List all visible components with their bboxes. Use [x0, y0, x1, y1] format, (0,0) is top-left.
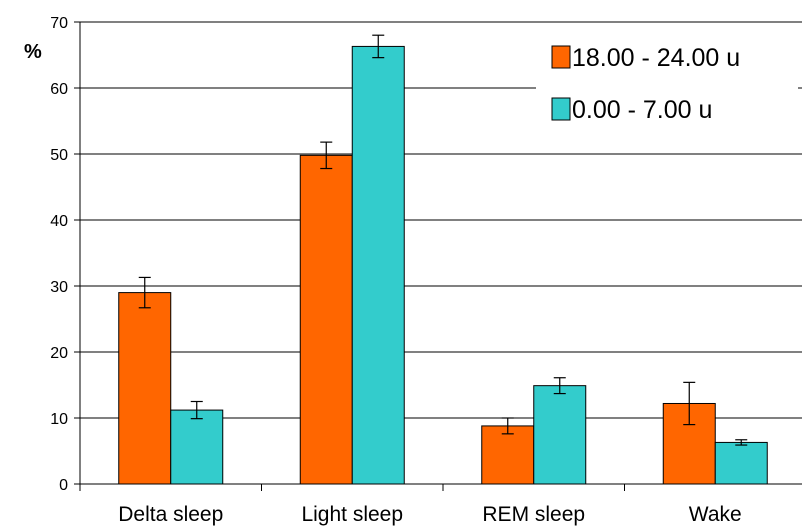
y-tick-label: 50 — [50, 147, 68, 164]
bars — [118, 45, 768, 485]
y-tick-labels: 0 10 20 30 40 50 60 70 — [50, 15, 68, 494]
y-axis-label: % — [24, 41, 42, 63]
bar — [533, 385, 587, 485]
y-tick-label: 20 — [50, 345, 68, 362]
legend-swatch — [551, 97, 571, 121]
error-bars — [138, 34, 748, 446]
bar — [170, 409, 224, 485]
legend-box — [536, 34, 798, 142]
y-tick-label: 30 — [50, 279, 68, 296]
bar — [714, 441, 768, 485]
x-category-label: REM sleep — [482, 503, 585, 526]
y-tick-label: 60 — [50, 81, 68, 98]
bar — [481, 425, 535, 485]
bar — [351, 45, 405, 485]
x-category-label: Wake — [689, 503, 742, 526]
legend: 18.00 - 24.00 u 0.00 - 7.00 u — [536, 34, 798, 142]
y-tick-label: 70 — [50, 15, 68, 32]
gridlines — [80, 21, 802, 419]
x-category-label: Delta sleep — [118, 503, 223, 526]
bar — [118, 292, 172, 485]
legend-label: 18.00 - 24.00 u — [572, 44, 740, 72]
legend-label: 0.00 - 7.00 u — [572, 96, 712, 124]
x-category-labels: Delta sleep Light sleep REM sleep Wake — [118, 503, 741, 526]
axes — [74, 21, 802, 491]
y-tick-label: 0 — [59, 477, 68, 494]
bar — [299, 154, 353, 485]
legend-swatch — [551, 45, 571, 69]
y-tick-label: 40 — [50, 213, 68, 230]
y-tick-label: 10 — [50, 411, 68, 428]
x-category-label: Light sleep — [301, 503, 403, 526]
